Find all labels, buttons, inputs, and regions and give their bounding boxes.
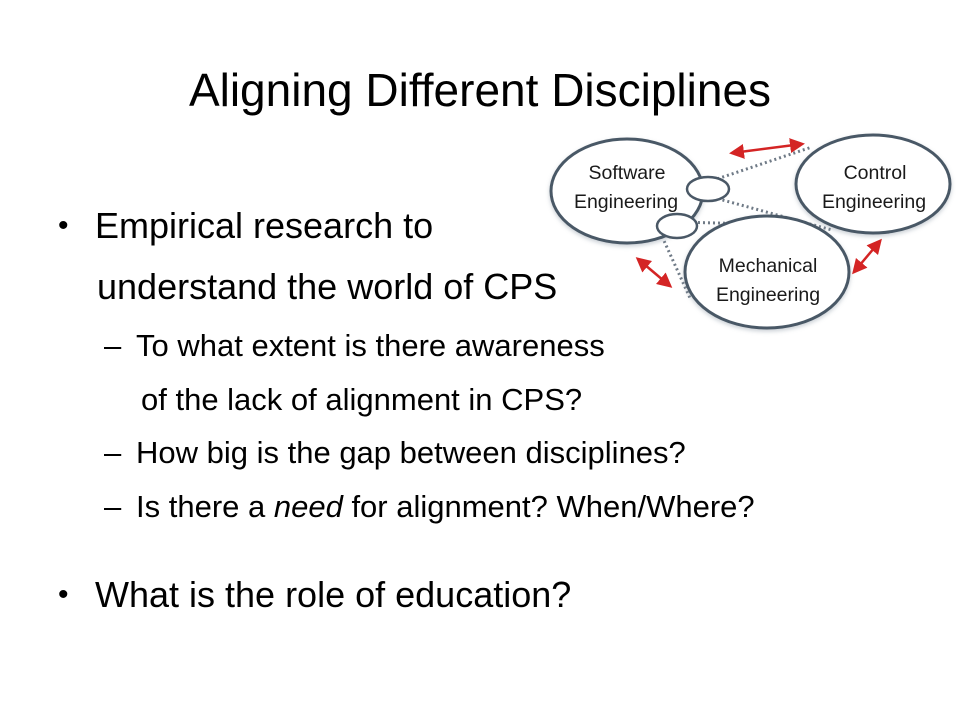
sub-bullet-3-after: for alignment? When/Where? <box>342 489 755 524</box>
bullet-marker: • <box>58 209 69 242</box>
sub-bullet-marker: – <box>104 435 122 470</box>
dotted-connector <box>707 194 833 232</box>
disciplines-diagram: Software Engineering Control Engineering… <box>540 128 960 343</box>
sub-bullet-3-before: Is there a <box>136 489 274 524</box>
software-label-line-1: Software <box>589 162 666 184</box>
control-label-line-2: Engineering <box>822 191 926 213</box>
software-subset-ellipse-1 <box>685 175 731 203</box>
sub-bullet-marker: – <box>104 328 122 363</box>
sub-bullet-1-line-2: of the lack of alignment in CPS? <box>141 382 583 417</box>
sub-bullet-2: How big is the gap between disciplines? <box>136 435 686 470</box>
mechanical-label-line-2: Engineering <box>716 284 820 306</box>
sub-bullet-1-line-1: To what extent is there awareness <box>136 328 605 363</box>
mechanical-label-line-1: Mechanical <box>719 255 818 277</box>
bullet-1-line-2: understand the world of CPS <box>97 266 558 307</box>
control-engineering-circle <box>794 133 952 235</box>
sub-bullet-3: Is there a need for alignment? When/Wher… <box>136 487 755 527</box>
bullet-1-line-1: Empirical research to <box>95 205 434 246</box>
software-label-line-2: Engineering <box>574 191 678 213</box>
mechanical-engineering-circle <box>683 214 851 330</box>
sub-bullet-3-emphasis: need <box>273 489 343 524</box>
bullet-marker: • <box>58 578 69 611</box>
dotted-connector <box>658 231 692 299</box>
arrow-software-mechanical <box>635 257 673 288</box>
arrow-software-control <box>729 138 805 159</box>
sub-bullet-marker: – <box>104 489 122 524</box>
slide-title: Aligning Different Disciplines <box>188 64 772 116</box>
arrow-control-mechanical <box>852 238 882 275</box>
bullet-2: What is the role of education? <box>95 574 572 615</box>
control-label-line-1: Control <box>844 162 907 184</box>
software-subset-ellipse-2 <box>655 212 699 240</box>
